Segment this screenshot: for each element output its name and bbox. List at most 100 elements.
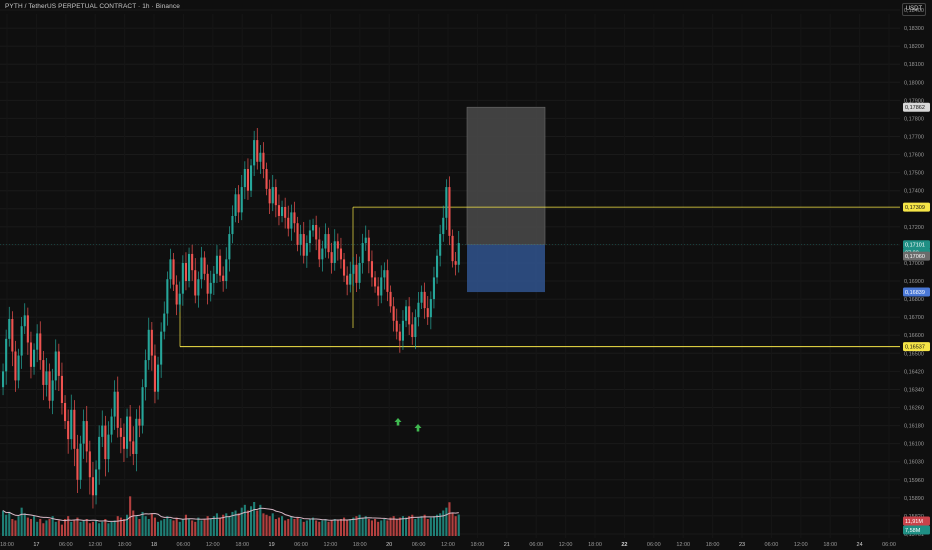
candle-body [432, 277, 435, 300]
volume-bar [392, 516, 395, 536]
target-zone [466, 106, 546, 246]
volume-bar [324, 519, 327, 536]
candle-body [262, 152, 265, 170]
candle-body [20, 326, 23, 356]
candle-body [48, 371, 51, 401]
long-position-tool[interactable] [0, 106, 900, 293]
time-tick-label: 23 [739, 542, 745, 548]
volume-bar [436, 514, 439, 536]
volume-bar [197, 517, 200, 536]
candle-body [392, 306, 395, 321]
price-axis[interactable]: 0,18400 0,18300 0,18200 0,18100 0,18000 0,179… [904, 8, 924, 538]
time-tick-label: 12:00 [324, 542, 338, 548]
candle-body [73, 409, 76, 449]
volume-bar [256, 510, 259, 536]
candle-body [451, 235, 454, 262]
volume-bar [98, 523, 101, 536]
volume-bar [163, 519, 166, 536]
candle-body [181, 262, 184, 294]
candle-body [215, 255, 218, 274]
time-tick-label: 06:00 [765, 542, 779, 548]
time-tick-label: 06:00 [882, 542, 896, 548]
volume-bar [23, 513, 26, 536]
volume-bar [259, 504, 262, 536]
candle-body [60, 375, 63, 403]
volume-bar [64, 519, 67, 536]
volume-bar [104, 519, 107, 536]
volume-bar [426, 519, 429, 536]
candle-body [423, 291, 426, 309]
volume-bar [138, 519, 141, 536]
currency-button[interactable]: USDT [902, 3, 926, 16]
candle-body [8, 318, 11, 339]
price-tick-label: 0,16800 [904, 297, 924, 303]
volume-bar [370, 520, 373, 536]
candle-body [454, 261, 457, 265]
candle-body [349, 273, 352, 285]
volume-bar [299, 519, 302, 536]
volume-bar [268, 516, 271, 536]
volume-bar [160, 520, 163, 536]
candle-body [448, 187, 451, 236]
volume-bar [361, 517, 364, 536]
volume-bar [274, 519, 277, 536]
volume-bar [39, 519, 42, 536]
volume-bar [85, 519, 88, 536]
candle-body [398, 331, 401, 341]
volume-bar [42, 523, 45, 536]
candle-body [426, 308, 429, 318]
volume-bar [95, 520, 98, 536]
candle-body [129, 416, 132, 442]
volume-bar [398, 517, 401, 536]
resistance-price-tag: 0,17309 [905, 205, 925, 211]
candle-body [17, 355, 20, 381]
volume-bar [358, 514, 361, 536]
volume-bar [60, 524, 63, 536]
candle-body [408, 306, 411, 325]
volume-bar [432, 516, 435, 536]
volume-bar [277, 517, 280, 536]
candle-body [405, 306, 408, 321]
candle-body [2, 371, 5, 388]
candle-body [370, 261, 373, 278]
volume-bar [420, 516, 423, 536]
candle-body [284, 206, 287, 218]
time-tick-label: 12:00 [88, 542, 102, 548]
price-tick-label: 0,17400 [904, 189, 924, 195]
candle-body [256, 140, 259, 162]
candle-body [321, 248, 324, 260]
candle-body [169, 259, 172, 280]
volume-bar [2, 510, 5, 536]
candle-body [163, 313, 166, 332]
candle-body [355, 264, 358, 283]
volume-bar [318, 521, 321, 536]
price-tick-label: 0,18400 [904, 8, 924, 14]
price-tick-label: 0,15960 [904, 478, 924, 484]
volume-bar [157, 521, 160, 536]
candle-body [82, 421, 85, 444]
volume-bar [327, 521, 330, 536]
volume-bar [346, 520, 349, 536]
candle-body [265, 169, 268, 189]
volume-bar [240, 507, 243, 536]
support-price-tag-bg [903, 342, 930, 352]
time-tick-label: 19 [269, 542, 275, 548]
volume-bar [126, 514, 129, 536]
volume-bar [411, 514, 414, 536]
candle-body [302, 234, 305, 256]
volume-tag-2: 7,58M [905, 528, 921, 534]
volume-bar [116, 516, 119, 536]
volume-bar [439, 513, 442, 536]
candle-body [414, 317, 417, 338]
volume-bar [57, 520, 60, 536]
volume-bar [423, 514, 426, 536]
price-tick-label: 0,16030 [904, 460, 924, 466]
time-tick-label: 18:00 [706, 542, 720, 548]
candle-body [157, 364, 160, 392]
candle-body [308, 230, 311, 244]
time-axis[interactable]: 18:00 17 06:00 12:00 18:00 18 06:00 12:00 18:00 1… [0, 542, 896, 548]
volume-bar [352, 517, 355, 536]
time-tick-label: 06:00 [529, 542, 543, 548]
candle-body [209, 282, 212, 294]
